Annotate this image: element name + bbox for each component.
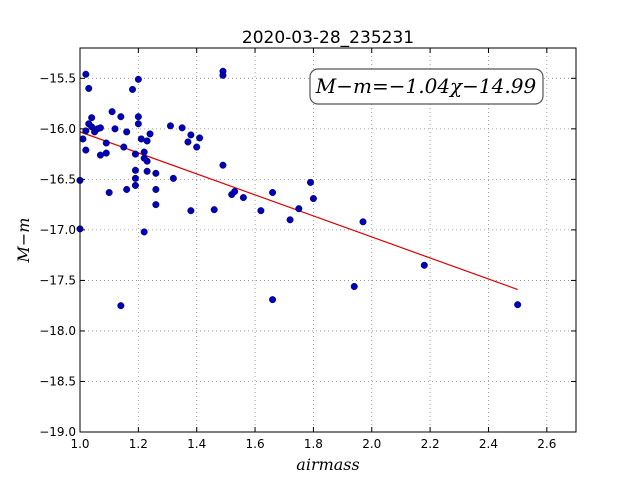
x-tick-label: 2.6 (537, 437, 556, 451)
data-point (134, 120, 142, 128)
data-point (131, 174, 139, 182)
data-point (85, 84, 93, 92)
data-point (105, 189, 113, 197)
data-point (286, 216, 294, 224)
data-point (295, 205, 303, 213)
data-point (108, 108, 116, 116)
fit-equation-annotation: M−m=−1.04χ−14.99 (315, 74, 537, 98)
data-point (134, 113, 142, 121)
data-point (96, 124, 104, 132)
data-point (350, 282, 358, 290)
data-point (219, 161, 227, 169)
data-point (420, 261, 428, 269)
data-point (102, 149, 110, 157)
data-point (88, 114, 96, 122)
data-point (269, 296, 277, 304)
data-point (146, 130, 154, 138)
data-point (131, 166, 139, 174)
x-tick-label: 2.2 (421, 437, 440, 451)
data-point (306, 178, 314, 186)
data-point (187, 207, 195, 215)
annotation-box (309, 68, 544, 105)
data-point (79, 135, 87, 143)
data-point (120, 143, 128, 151)
data-point (129, 85, 137, 93)
grid (79, 48, 576, 433)
x-tick-label: 1.8 (304, 437, 323, 451)
data-point (152, 201, 160, 209)
x-tick-label: 1.0 (70, 437, 89, 451)
y-tick-label: −15.5 (39, 71, 76, 85)
data-point (231, 187, 239, 195)
data-point (143, 157, 151, 165)
x-axis-label: airmass (296, 455, 359, 474)
data-point (123, 128, 131, 136)
data-point (178, 124, 186, 132)
data-point (219, 71, 227, 79)
data-point (143, 167, 151, 175)
x-tick-label: 1.4 (187, 437, 206, 451)
data-point (82, 127, 90, 135)
y-tick-label: −17.5 (39, 273, 76, 287)
x-tick-label: 2.0 (362, 437, 381, 451)
data-point (196, 134, 204, 142)
data-point (134, 75, 142, 83)
data-point (169, 174, 177, 182)
data-point (140, 148, 148, 156)
data-point (143, 137, 151, 145)
data-point (269, 189, 277, 197)
y-tick-label: −18.0 (39, 324, 76, 338)
data-point (514, 301, 522, 309)
plot-frame (79, 47, 577, 433)
data-point (117, 302, 125, 310)
data-point (123, 185, 131, 193)
data-point (140, 228, 148, 236)
chart-title: 2020-03-28_235231 (242, 28, 414, 48)
y-tick-label: −16.0 (39, 122, 76, 136)
data-point (152, 169, 160, 177)
data-point (166, 122, 174, 130)
data-point (210, 206, 218, 214)
data-point (131, 181, 139, 189)
y-tick-label: −18.5 (39, 374, 76, 388)
x-tick-labels: 1.0 1.2 1.4 1.6 1.8 2.0 2.2 2.4 2.6 (70, 437, 556, 451)
y-tick-label: −16.5 (39, 172, 76, 186)
data-point (82, 146, 90, 154)
data-point (184, 138, 192, 146)
data-point (239, 194, 247, 202)
y-tick-label: −17.0 (39, 223, 76, 237)
y-tick-labels: −15.5 −16.0 −16.5 −17.0 −17.5 −18.0 −18.5 −19.0 (39, 71, 76, 439)
data-point (131, 150, 139, 158)
data-point (309, 195, 317, 203)
plot-area (80, 48, 576, 432)
data-point (257, 207, 265, 215)
data-points (76, 67, 522, 310)
data-point (102, 139, 110, 147)
x-tick-label: 2.4 (479, 437, 498, 451)
data-point (187, 131, 195, 139)
x-tick-label: 1.6 (246, 437, 265, 451)
y-tick-label: −19.0 (39, 425, 76, 439)
x-tick-label: 1.2 (129, 437, 148, 451)
data-point (152, 185, 160, 193)
data-point (137, 135, 145, 143)
data-point (359, 218, 367, 226)
data-point (117, 113, 125, 121)
y-axis-label: M−m (14, 218, 33, 264)
data-point (96, 151, 104, 159)
data-point (82, 70, 90, 78)
data-point (193, 143, 201, 151)
data-point (111, 125, 119, 133)
